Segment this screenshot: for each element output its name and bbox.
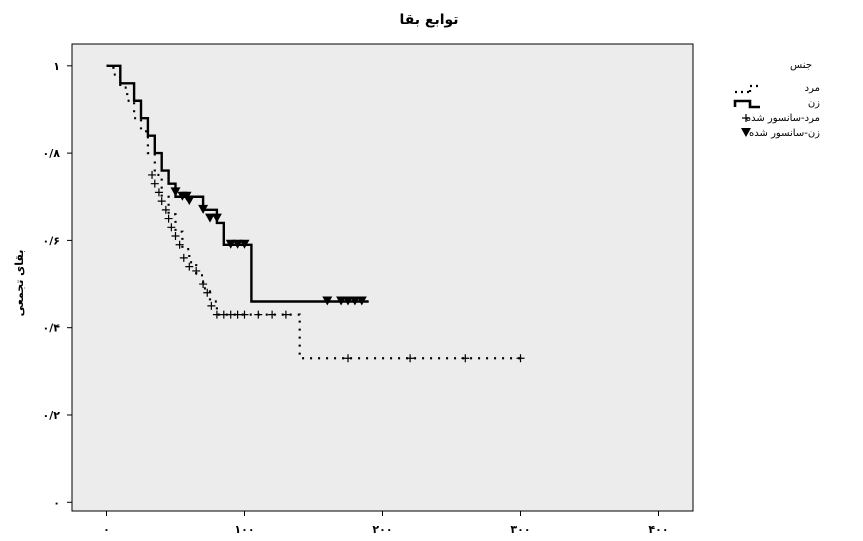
censor-mark-1 — [225, 239, 236, 249]
y-tick-label: ۰/۲ — [43, 409, 61, 422]
x-tick-label: ۳۰۰ — [510, 523, 530, 536]
legend-swatch-2 — [742, 114, 750, 122]
censor-mark-0 — [344, 354, 352, 363]
y-tick-label: ۰/۶ — [43, 234, 60, 247]
chart-title: توابع بقا — [399, 12, 458, 28]
censor-mark-0 — [157, 197, 166, 206]
censor-mark-0 — [161, 205, 170, 214]
series-line-0 — [106, 64, 521, 360]
legend-label: مرد-سانسور شده — [746, 113, 820, 124]
x-tick-label: ۱۰۰ — [234, 523, 254, 536]
x-tick-label: ۲۰۰ — [372, 523, 392, 536]
censor-mark-0 — [219, 310, 228, 319]
censor-mark-0 — [175, 240, 184, 249]
censor-mark-1 — [356, 296, 367, 306]
censor-mark-0 — [171, 232, 180, 241]
censor-mark-0 — [148, 170, 157, 179]
censor-mark-0 — [192, 266, 201, 275]
censor-mark-1 — [211, 213, 222, 223]
censor-mark-0 — [167, 223, 176, 232]
censor-mark-0 — [461, 354, 470, 363]
censor-mark-1 — [336, 296, 347, 306]
series-group — [106, 64, 525, 363]
legend-label: زن — [808, 98, 820, 109]
censor-mark-0 — [164, 214, 173, 223]
censor-mark-0 — [199, 280, 208, 289]
y-tick-label: ۱ — [53, 60, 60, 73]
y-axis-label: بقای تجمعی — [13, 250, 26, 317]
censor-mark-1 — [198, 204, 209, 214]
censor-mark-0 — [240, 310, 249, 319]
y-tick-label: ۰/۴ — [43, 322, 61, 335]
censor-mark-0 — [254, 310, 263, 319]
censor-mark-1 — [170, 187, 181, 197]
censor-mark-0 — [281, 310, 290, 319]
censor-mark-0 — [233, 310, 242, 319]
censor-mark-1 — [343, 296, 353, 306]
legend-swatch-3 — [741, 128, 751, 137]
censor-mark-0 — [207, 301, 216, 310]
censor-mark-0 — [212, 310, 221, 319]
censor-mark-0 — [185, 262, 194, 271]
censor-mark-1 — [322, 296, 333, 306]
legend: مرد زن مرد-سانسور شده زن-سانسور شده — [733, 83, 820, 139]
plot-area — [71, 43, 694, 512]
censor-mark-0 — [226, 310, 235, 319]
y-tick-label: ۰/۸ — [43, 147, 61, 160]
censor-mark-1 — [205, 213, 215, 223]
censor-mark-0 — [268, 310, 277, 319]
censor-mark-1 — [349, 296, 360, 306]
legend-swatch-1 — [733, 99, 760, 109]
censor-mark-0 — [406, 354, 415, 363]
x-tick-label: ۰ — [103, 523, 110, 536]
series-line-1 — [106, 64, 369, 303]
censor-mark-0 — [154, 188, 163, 197]
censor-mark-1 — [232, 239, 243, 249]
censor-mark-0 — [179, 253, 188, 262]
censor-mark-1 — [184, 196, 195, 206]
censor-mark-0 — [203, 288, 212, 297]
legend-swatch-0 — [735, 84, 760, 94]
censor-mark-0 — [516, 354, 525, 363]
censor-mark-1 — [239, 239, 250, 249]
legend-label: مرد — [805, 83, 820, 94]
axis-ticks: ۰ ۱۰۰ ۲۰۰ ۳۰۰ ۴۰۰ ۰ ۰/۲ ۰/۴ ۰/۶ ۰/۸ ۱ — [43, 60, 669, 536]
x-tick-label: ۴۰۰ — [648, 523, 668, 536]
censor-mark-0 — [150, 179, 159, 188]
y-tick-label: ۰ — [53, 496, 60, 509]
legend-label: زن-سانسور شده — [749, 128, 820, 139]
legend-title: جنس — [790, 60, 812, 71]
